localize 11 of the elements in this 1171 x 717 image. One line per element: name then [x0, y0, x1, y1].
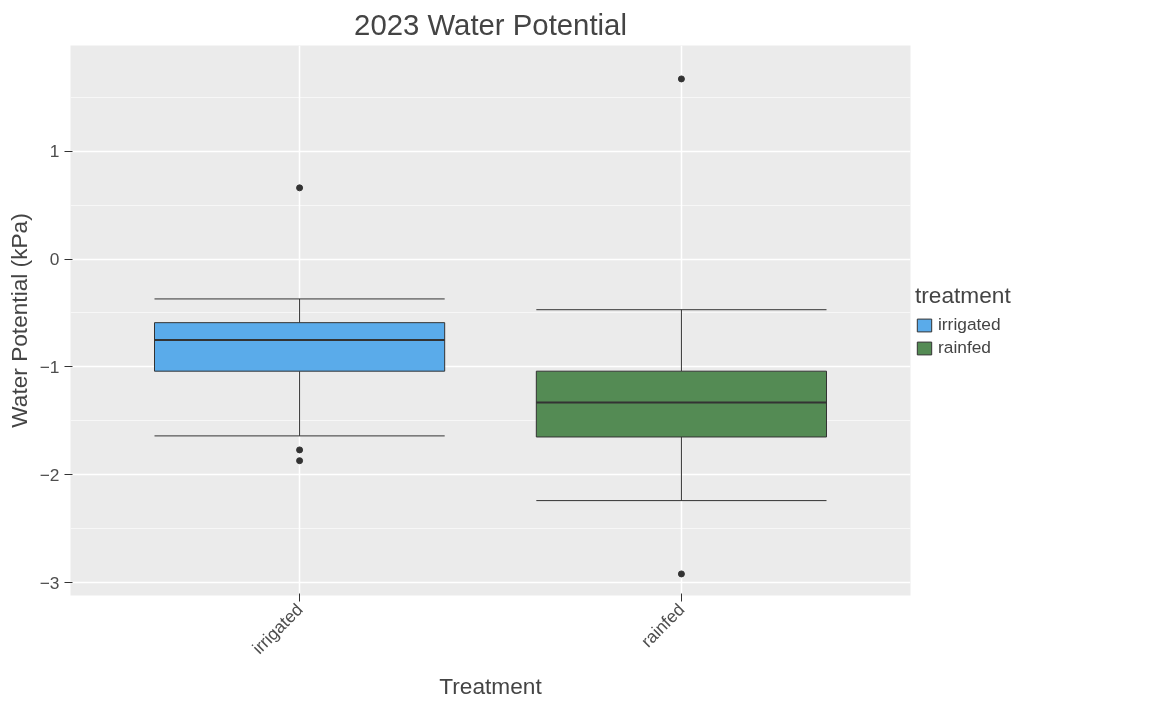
y-tick-label: −2	[39, 464, 60, 485]
y-tick-label: −1	[39, 356, 60, 377]
y-axis-title: Water Potential (kPa)	[5, 213, 32, 428]
chart-title: 2023 Water Potential	[354, 7, 627, 41]
legend-label: rainfed	[938, 337, 991, 358]
legend-label: irrigated	[938, 314, 1001, 335]
y-tick-label: 0	[49, 249, 60, 270]
legend-title: treatment	[915, 282, 1011, 309]
x-axis-title: Treatment	[439, 672, 543, 699]
y-tick-label: 1	[49, 141, 60, 162]
y-tick-label: −3	[39, 572, 60, 593]
